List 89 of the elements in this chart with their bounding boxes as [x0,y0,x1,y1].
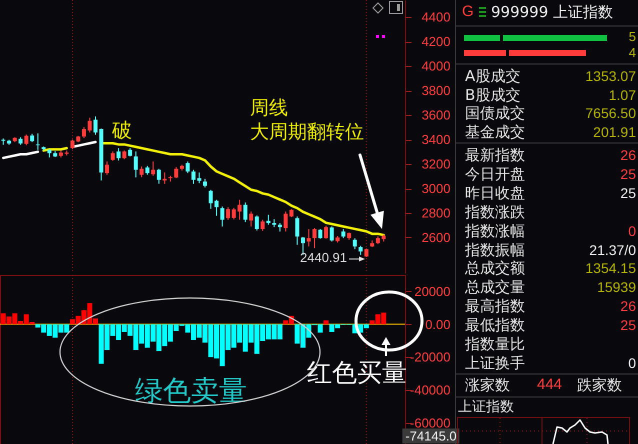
text: 0 [628,222,636,240]
text: 跌家数 [577,376,622,394]
text: 21.37/0 [589,241,636,259]
candlestick [312,228,317,249]
candlestick [266,214,270,226]
candlestick [306,228,311,247]
candlestick [105,160,110,176]
text: 上证换手 [465,354,525,372]
candlestick [116,148,121,161]
y-tick-label: 4000 [422,58,450,74]
text: 1.07 [608,86,636,104]
text: 201.91 [593,123,636,141]
annotation: 破 [111,118,132,142]
text: 今日开盘 [465,165,525,183]
text: 1353.07 [585,67,636,85]
annotation: 大周期翻转位 [250,121,364,143]
text: 涨家数 [465,376,510,394]
candlestick [140,166,144,178]
text: 26 [620,146,636,164]
text: B股成交 [465,86,520,104]
candlestick [24,134,28,146]
annotation: 2440.91 [300,250,347,265]
candlestick [186,160,190,174]
candlestick [162,172,167,184]
text: G [462,3,474,21]
y-tick-label: -20000 [410,350,450,365]
y-tick-label: 3000 [422,181,450,196]
text: 基金成交 [465,123,525,141]
candlestick [330,226,334,242]
text: 总成交量 [465,278,525,296]
text: 7656.50 [585,104,636,122]
candlestick [284,211,288,232]
candlestick [358,245,363,256]
text: 1354.15 [585,259,636,277]
text: 昨日收盘 [465,184,525,202]
annotation: 红色买量 [307,358,407,387]
candlestick [156,168,161,184]
candlestick [134,150,138,178]
candlestick [94,116,98,136]
text: 国债成交 [465,104,525,122]
bar [324,320,329,324]
text: 上证指数 [458,398,514,416]
text: -74145.0 [402,428,460,444]
y-tick-label: 2600 [422,230,450,245]
annotation: 绿色卖量 [135,374,247,407]
y-tick-label: 4400 [422,10,450,25]
text: 总成交额 [465,259,525,277]
candlestick [318,228,322,240]
candlestick [151,160,156,176]
candlestick [295,216,300,246]
candlestick [226,206,230,220]
text: 25 [620,316,636,334]
text: 15939 [597,278,636,296]
candlestick [220,206,224,227]
text: 25 [620,165,636,183]
text: 指数振幅 [465,241,525,259]
candlestick [260,219,265,232]
y-tick-label: 3600 [422,108,450,123]
candlestick [243,202,248,223]
text: 最低指数 [465,316,525,334]
candlestick [110,150,115,162]
text: 最新指数 [465,146,525,164]
y-tick-label: 20000 [414,284,450,299]
text: 指数涨幅 [465,222,525,240]
y-tick-label: 2800 [422,206,450,221]
candlestick [341,228,346,239]
text: 999999 上证指数 [491,3,614,21]
y-tick-label: 0.00 [425,316,450,332]
y-tick-label: 3200 [422,156,450,172]
text: 25 [620,184,636,202]
y-tick-label: -40000 [410,382,450,398]
annotation: 周线 [250,97,288,119]
y-tick-label: -60000 [410,415,450,430]
text: 指数量比 [465,335,525,353]
y-tick-label: 3400 [422,132,450,148]
y-tick-label: 3800 [422,83,450,98]
text: 指数涨跌 [465,203,525,221]
candlestick [254,214,259,232]
text: 444 [537,376,562,394]
text: 4 [628,44,636,62]
text: 最高指数 [465,297,525,315]
candlestick [249,211,254,227]
text: 0 [628,354,636,372]
text: 26 [620,297,636,315]
candlestick [324,225,328,240]
y-tick-label: 4200 [422,34,450,50]
text: 5 [628,28,636,46]
text: A股成交 [465,67,520,85]
candlestick [352,238,357,250]
